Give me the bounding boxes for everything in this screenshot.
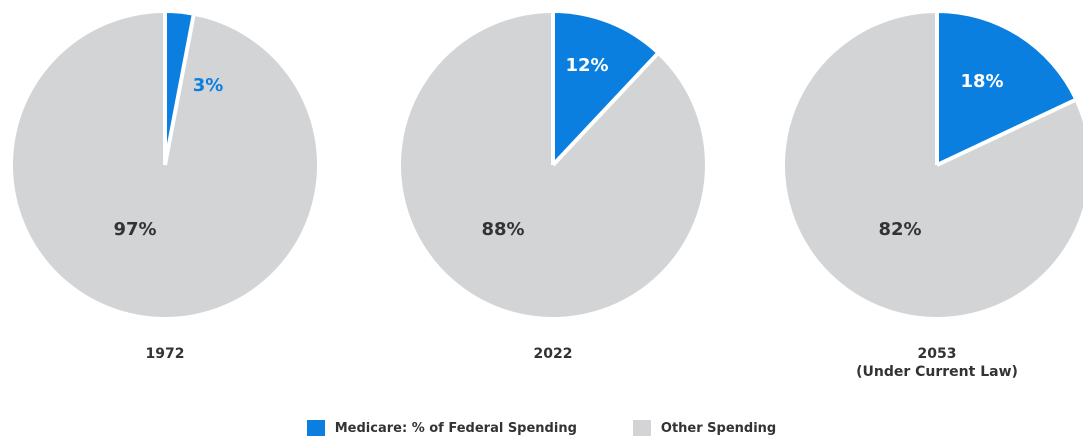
slice-label-other-2022: 88% xyxy=(481,219,524,240)
slice-separator xyxy=(551,52,659,167)
pie-slice-medicare-2022 xyxy=(553,13,658,165)
legend-item-other: Other Spending xyxy=(632,420,777,436)
slice-separator xyxy=(936,98,1076,167)
year-label-2053: 2053 xyxy=(918,346,957,362)
slice-label-other-1972: 97% xyxy=(113,219,156,240)
legend-label-other: Other Spending xyxy=(660,420,777,436)
legend-label-medicare: Medicare: % of Federal Spending xyxy=(334,420,577,436)
slice-label-other-2053: 82% xyxy=(878,219,921,240)
legend-swatch-medicare xyxy=(306,420,325,436)
slice-separator xyxy=(163,15,196,166)
year-label-2053-sub: (Under Current Law) xyxy=(856,364,1018,380)
legend-item-medicare: Medicare: % of Federal Spending xyxy=(306,420,577,436)
legend: Medicare: % of Federal Spending Other Sp… xyxy=(0,420,1083,436)
year-label-1972: 1972 xyxy=(146,346,185,362)
pie-chart-1972: 3% 97% 1972 xyxy=(12,13,317,362)
pie-slice-other-2053 xyxy=(785,13,1083,317)
pie-chart-2022: 12% 88% 2022 xyxy=(400,13,705,362)
slice-label-medicare-2022: 12% xyxy=(565,55,608,76)
slice-label-medicare-2053: 18% xyxy=(960,71,1003,92)
year-label-2022: 2022 xyxy=(534,346,573,362)
legend-swatch-other xyxy=(632,420,651,436)
pie-slice-medicare-2053 xyxy=(937,13,1075,165)
pie-chart-2053: 18% 82% 2053 (Under Current Law) xyxy=(785,13,1083,380)
slice-label-medicare-1972: 3% xyxy=(193,75,224,96)
